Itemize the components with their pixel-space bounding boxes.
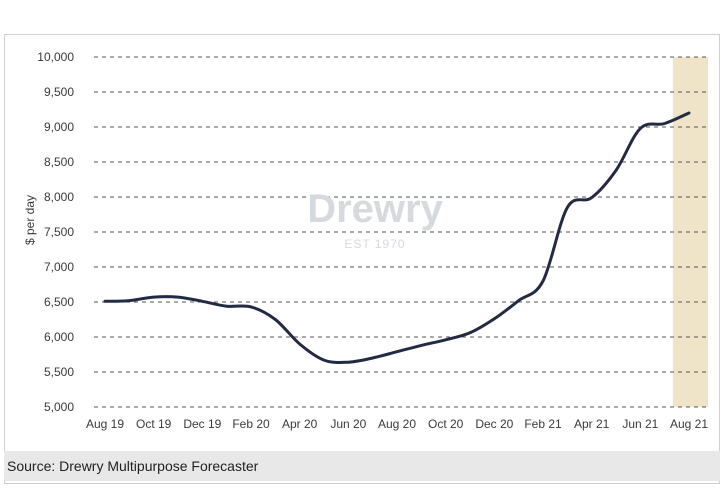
x-tick-label: Dec 19 xyxy=(183,417,221,431)
watermark-brand: Drewry xyxy=(307,187,443,231)
x-tick-label: Oct 20 xyxy=(428,417,464,431)
y-tick-label: 7,000 xyxy=(44,260,74,274)
source-text: Source: Drewry Multipurpose Forecaster xyxy=(7,458,259,474)
watermark-tagline: EST 1970 xyxy=(344,237,405,251)
y-tick-label: 5,000 xyxy=(44,400,74,414)
x-tick-label: Jun 21 xyxy=(622,417,658,431)
y-axis-label: $ per day xyxy=(23,195,37,245)
x-tick-label: Apr 20 xyxy=(282,417,318,431)
x-tick-label: Dec 20 xyxy=(475,417,513,431)
watermark: Drewry EST 1970 xyxy=(307,187,443,251)
y-tick-label: 5,500 xyxy=(44,365,74,379)
y-tick-label: 10,000 xyxy=(37,50,74,64)
x-tick-label: Aug 19 xyxy=(86,417,124,431)
y-tick-label: 8,500 xyxy=(44,155,74,169)
gridlines xyxy=(94,56,708,408)
y-tick-label: 7,500 xyxy=(44,225,74,239)
y-tick-label: 6,500 xyxy=(44,295,74,309)
x-tick-label: Aug 21 xyxy=(670,417,708,431)
y-tick-label: 8,000 xyxy=(44,190,74,204)
x-axis-ticks: Aug 19 Oct 19 Dec 19 Feb 20 Apr 20 Jun 20 Aug … xyxy=(86,417,708,431)
y-tick-label: 9,500 xyxy=(44,85,74,99)
x-tick-label: Oct 19 xyxy=(136,417,172,431)
y-tick-label: 9,000 xyxy=(44,120,74,134)
x-tick-label: Feb 20 xyxy=(232,417,270,431)
y-axis-ticks: 5,000 5,500 6,000 6,500 7,000 7,500 8,000 8,500… xyxy=(37,50,74,414)
series-line xyxy=(103,111,691,364)
x-tick-label: Aug 20 xyxy=(378,417,416,431)
series-layer xyxy=(103,111,691,364)
chart-frame xyxy=(4,34,720,484)
y-tick-label: 6,000 xyxy=(44,330,74,344)
x-tick-label: Jun 20 xyxy=(330,417,366,431)
source-footer: Source: Drewry Multipurpose Forecaster xyxy=(4,451,720,481)
x-tick-label: Apr 21 xyxy=(574,417,610,431)
x-tick-label: Feb 21 xyxy=(524,417,562,431)
